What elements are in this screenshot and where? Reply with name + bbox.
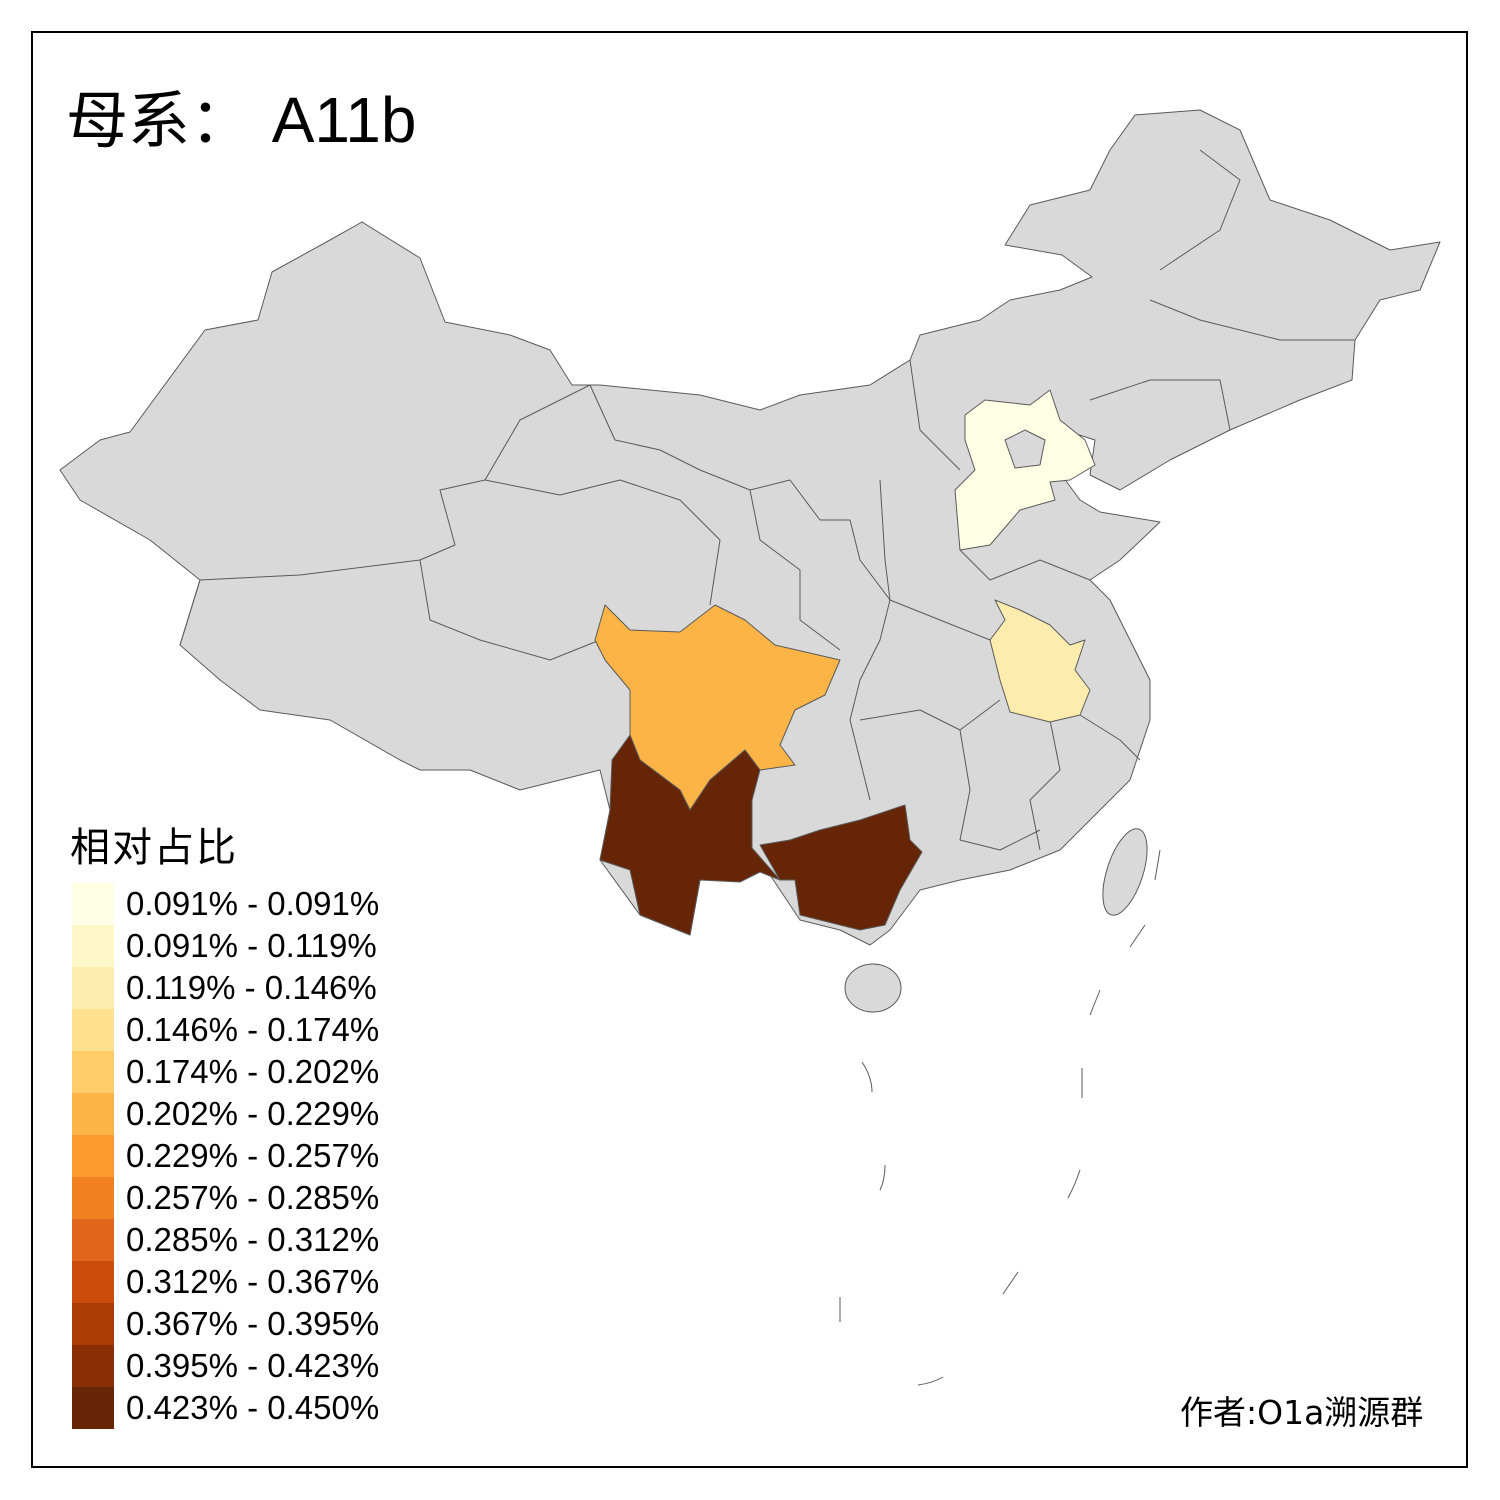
region-hebei — [954, 389, 1096, 551]
legend-item: 0.229% - 0.257% — [72, 1135, 379, 1177]
title-haplogroup: A11b — [271, 84, 417, 156]
legend-item: 0.146% - 0.174% — [72, 1009, 379, 1051]
legend-swatch — [72, 1261, 114, 1303]
legend-label: 0.423% - 0.450% — [126, 1389, 380, 1426]
legend-swatch — [72, 1051, 114, 1093]
hainan-island — [844, 963, 902, 1013]
legend-label: 0.257% - 0.285% — [126, 1179, 380, 1216]
legend-item: 0.202% - 0.229% — [72, 1093, 379, 1135]
taiwan-island — [1102, 828, 1148, 916]
legend-item: 0.312% - 0.367% — [72, 1261, 379, 1303]
region-yunnan — [599, 734, 781, 936]
legend-item: 0.091% - 0.119% — [72, 925, 379, 967]
legend-label: 0.367% - 0.395% — [126, 1305, 380, 1342]
author-credit: 作者:O1a溯源群 — [1180, 1393, 1424, 1432]
legend-label: 0.146% - 0.174% — [126, 1011, 380, 1048]
legend-label: 0.174% - 0.202% — [126, 1053, 380, 1090]
legend-swatch — [72, 1009, 114, 1051]
legend-swatch — [72, 1177, 114, 1219]
legend-swatch — [72, 967, 114, 1009]
legend: 0.091% - 0.091% 0.091% - 0.119% 0.119% - 0… — [72, 883, 379, 1429]
legend-label: 0.395% - 0.423% — [126, 1347, 380, 1384]
legend-label: 0.091% - 0.091% — [126, 885, 380, 922]
region-beijing — [1004, 429, 1046, 469]
plot-frame — [31, 31, 1468, 1468]
china-mainland — [59, 109, 1441, 946]
legend-label: 0.312% - 0.367% — [126, 1263, 380, 1300]
legend-label: 0.091% - 0.119% — [126, 927, 377, 964]
legend-swatch — [72, 925, 114, 967]
legend-label: 0.229% - 0.257% — [126, 1137, 380, 1174]
legend-item: 0.423% - 0.450% — [72, 1387, 379, 1429]
legend-label: 0.202% - 0.229% — [126, 1095, 380, 1132]
legend-swatch — [72, 1387, 114, 1429]
legend-swatch — [72, 1303, 114, 1345]
region-anhui — [989, 599, 1091, 723]
legend-item: 0.257% - 0.285% — [72, 1177, 379, 1219]
legend-item: 0.174% - 0.202% — [72, 1051, 379, 1093]
province-borders — [179, 149, 1355, 851]
south-china-sea-islands — [839, 849, 1161, 1386]
legend-swatch — [72, 1345, 114, 1387]
legend-label: 0.119% - 0.146% — [126, 969, 377, 1006]
region-guangxi — [759, 804, 923, 931]
legend-item: 0.119% - 0.146% — [72, 967, 379, 1009]
legend-title: 相对占比 — [70, 825, 238, 871]
legend-item: 0.285% - 0.312% — [72, 1219, 379, 1261]
legend-swatch — [72, 1219, 114, 1261]
legend-item: 0.091% - 0.091% — [72, 883, 379, 925]
legend-swatch — [72, 883, 114, 925]
legend-item: 0.367% - 0.395% — [72, 1303, 379, 1345]
legend-swatch — [72, 1093, 114, 1135]
legend-label: 0.285% - 0.312% — [126, 1221, 380, 1258]
map-title: 母系： A11b — [66, 70, 416, 160]
legend-swatch — [72, 1135, 114, 1177]
legend-item: 0.395% - 0.423% — [72, 1345, 379, 1387]
title-prefix: 母系： — [66, 84, 253, 157]
